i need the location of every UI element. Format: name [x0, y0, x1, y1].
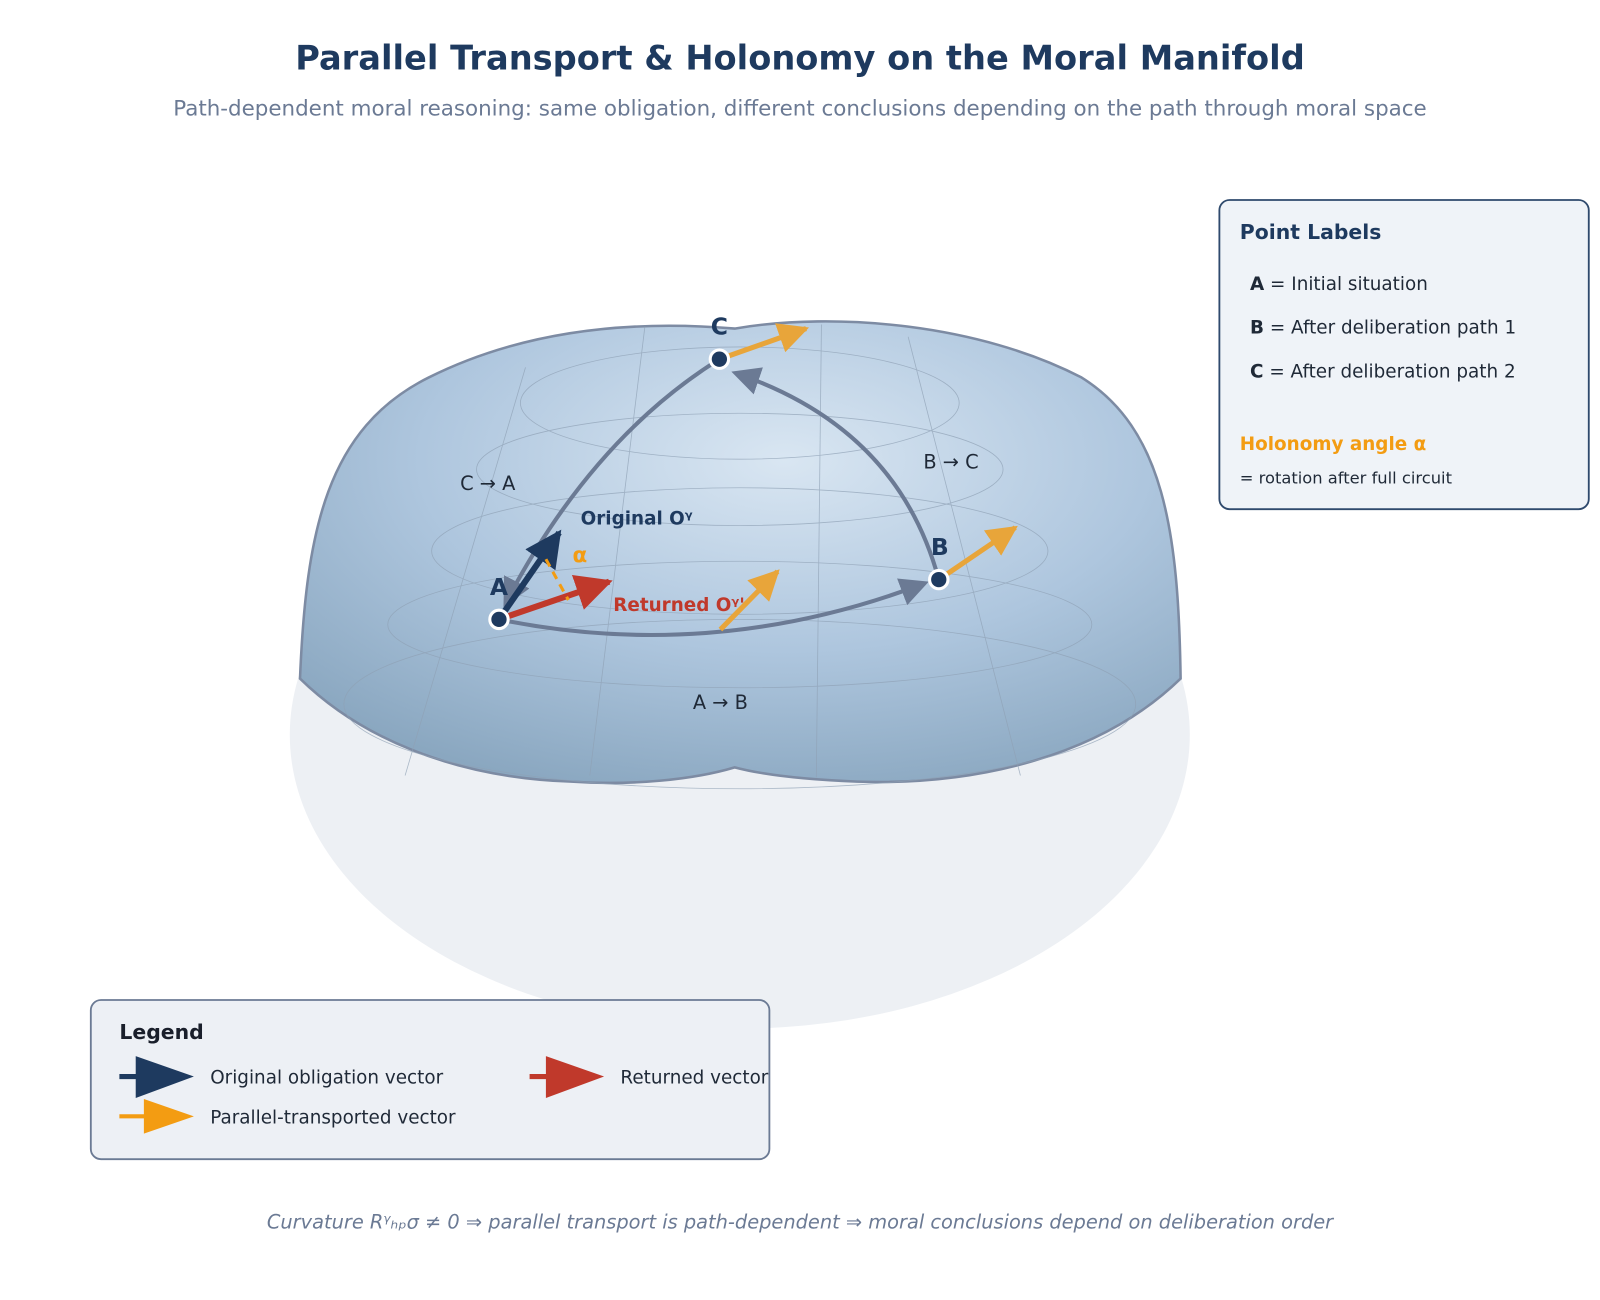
legend: Legend Original obligation vector Return…: [89, 999, 771, 1161]
holonomy-text: = rotation after full circuit: [1240, 469, 1452, 488]
alpha-label: α: [572, 543, 587, 568]
point-label-a: A = Initial situation: [1250, 274, 1428, 295]
point-label-key: A: [1250, 274, 1265, 295]
holonomy-title: Holonomy angle α: [1240, 434, 1426, 455]
original-vector-label: Original Oᵞ: [581, 508, 693, 529]
legend-transported-icon: [119, 1098, 194, 1134]
legend-returned-label: Returned vector: [620, 1068, 768, 1089]
point-b-label: B: [931, 533, 949, 561]
point-a-marker: [488, 608, 510, 631]
manifold-surface: [298, 320, 1182, 785]
transported-vector-b: [937, 525, 1018, 582]
legend-original-icon: [119, 1056, 194, 1098]
point-label-c: C = After deliberation path 2: [1250, 362, 1516, 383]
legend-returned-icon: [529, 1056, 605, 1098]
footer-note: Curvature Rᵞₕₚσ ≠ 0 ⇒ parallel transport…: [267, 1211, 1334, 1234]
path-label-ca: C → A: [460, 472, 516, 495]
point-labels-title: Point Labels: [1240, 220, 1382, 244]
returned-vector: [497, 574, 613, 623]
path-a-to-b: [498, 578, 929, 637]
point-label-key: C: [1250, 362, 1263, 383]
grid-lines: [343, 324, 1137, 790]
page-subtitle: Path-dependent moral reasoning: same obl…: [173, 96, 1426, 121]
point-label-b: B = After deliberation path 1: [1250, 318, 1516, 339]
transported-vector-c: [718, 323, 810, 362]
legend-original-label: Original obligation vector: [210, 1068, 443, 1089]
transported-vector-mid: [718, 569, 780, 632]
point-label-text: = After deliberation path 2: [1263, 362, 1515, 383]
path-label-bc: B → C: [923, 450, 978, 473]
path-label-ab: A → B: [693, 691, 748, 714]
point-c-marker: [708, 348, 731, 370]
point-labels-box: Point Labels A = Initial situation B = A…: [1218, 199, 1590, 511]
holonomy-angle-arc: [544, 558, 570, 601]
path-b-to-c: [731, 367, 941, 581]
point-label-text: = Initial situation: [1264, 274, 1428, 295]
point-b-marker: [928, 568, 950, 591]
legend-transported-label: Parallel-transported vector: [210, 1107, 456, 1128]
point-c-label: C: [711, 313, 728, 341]
page-title: Parallel Transport & Holonomy on the Mor…: [295, 38, 1305, 77]
point-label-text: = After deliberation path 1: [1264, 318, 1516, 339]
original-vector: [496, 529, 562, 622]
point-a-label: A: [490, 573, 509, 601]
returned-vector-label: Returned Oᵞ': [613, 595, 745, 616]
point-label-key: B: [1250, 318, 1264, 339]
legend-title: Legend: [119, 1020, 203, 1044]
